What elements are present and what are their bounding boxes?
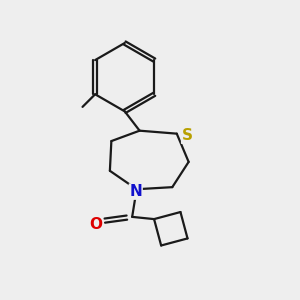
Text: S: S — [182, 128, 193, 143]
Text: O: O — [89, 218, 102, 232]
Text: N: N — [129, 184, 142, 199]
